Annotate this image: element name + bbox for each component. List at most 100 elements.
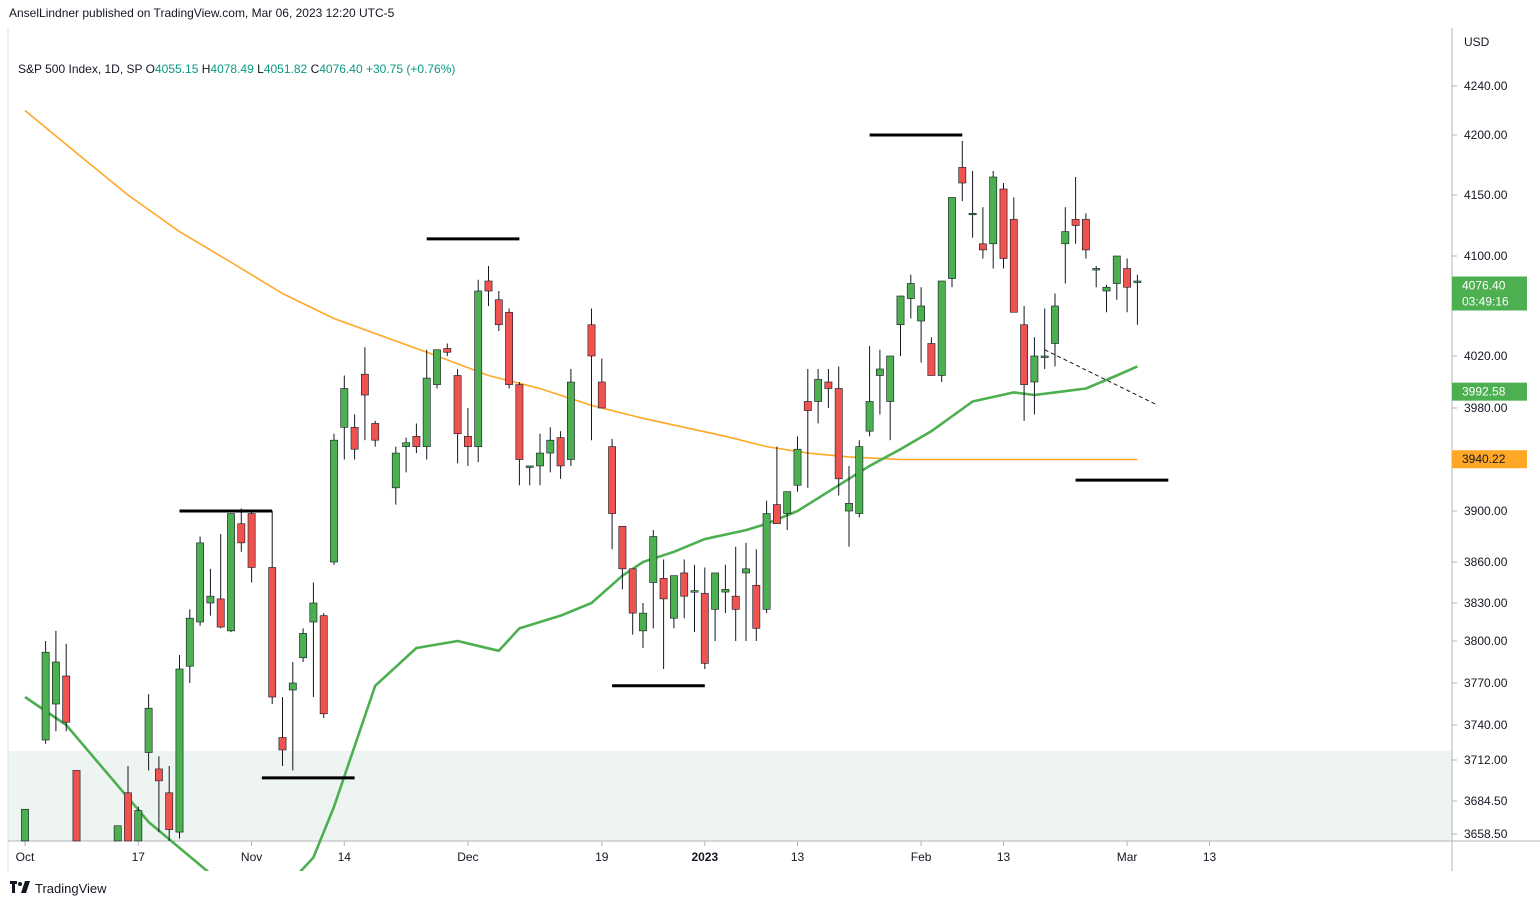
candle-body xyxy=(587,324,596,357)
y-tick-label: 4020.00 xyxy=(1464,349,1508,363)
candle-body xyxy=(412,436,421,447)
brand-name: TradingView xyxy=(35,880,107,896)
candle xyxy=(474,279,483,463)
candle xyxy=(216,533,225,629)
y-tick-label: 3830.00 xyxy=(1464,596,1508,610)
x-tick-label: 13 xyxy=(997,850,1011,864)
price-badge-value: 3940.22 xyxy=(1462,452,1506,466)
candle xyxy=(62,643,71,732)
footer-brand[interactable]: TradingView xyxy=(10,880,107,896)
candle xyxy=(711,572,719,641)
candle-body xyxy=(834,388,843,480)
candle-body xyxy=(1092,268,1101,271)
y-axis-ticks: 4240.00 4200.00 4150.00 4100.00 4020.00 3980.… xyxy=(1452,79,1508,841)
candle-body xyxy=(546,439,555,454)
candle-body xyxy=(494,299,503,326)
candle xyxy=(484,266,493,306)
candle xyxy=(433,349,441,389)
candle-body xyxy=(124,792,132,842)
candle-body xyxy=(855,446,864,514)
x-tick-label: 14 xyxy=(338,850,352,864)
candle-body xyxy=(845,502,853,512)
price-badge-box xyxy=(1452,276,1527,311)
candle xyxy=(865,346,874,437)
candle-body xyxy=(299,633,307,659)
candle xyxy=(124,765,132,842)
price-badge: 3940.22 xyxy=(1452,450,1527,469)
close-value: 4076.40 xyxy=(319,62,363,76)
candle-body xyxy=(206,595,215,604)
candle xyxy=(41,641,50,744)
candle-body xyxy=(288,682,297,691)
y-tick-label: 4100.00 xyxy=(1464,249,1508,263)
candle xyxy=(1102,284,1111,313)
candle xyxy=(515,382,524,486)
candle xyxy=(1123,258,1131,313)
candle-body xyxy=(319,615,328,715)
candle xyxy=(453,369,462,464)
candle-body xyxy=(1051,305,1059,344)
candle-body xyxy=(917,305,925,322)
y-tick-label: 3800.00 xyxy=(1464,634,1508,648)
candle xyxy=(227,513,235,633)
candle-body xyxy=(227,513,235,632)
candle xyxy=(824,369,833,408)
price-badge-countdown: 03:49:16 xyxy=(1462,295,1509,309)
candle-body xyxy=(185,617,194,667)
x-tick-label: 13 xyxy=(1203,850,1217,864)
candle-body xyxy=(742,568,750,574)
candle xyxy=(978,207,987,259)
candle-body xyxy=(536,452,544,467)
y-tick-label: 4200.00 xyxy=(1464,128,1508,142)
publisher-line: AnselLindner published on TradingView.co… xyxy=(9,6,395,20)
candle xyxy=(1133,274,1142,325)
candle xyxy=(402,437,410,473)
candle-body xyxy=(309,602,318,623)
candle xyxy=(783,491,792,531)
candle-body xyxy=(896,295,905,326)
candle-body xyxy=(443,348,452,353)
candle-body xyxy=(41,651,50,741)
candle-body xyxy=(1071,219,1080,226)
candle-body xyxy=(515,384,524,460)
candle xyxy=(556,431,565,479)
y-tick-label: 3684.50 xyxy=(1464,794,1508,808)
chart-area[interactable]: USD 4240.00 4200.00 4150.00 4100.00 4020.00 3… xyxy=(0,28,1540,871)
candle xyxy=(742,542,750,641)
candle-body xyxy=(721,589,730,593)
candle-body xyxy=(196,542,204,623)
candle xyxy=(855,440,864,518)
price-badge-value: 3992.58 xyxy=(1462,385,1506,399)
candle xyxy=(721,564,730,614)
candle-body xyxy=(886,355,895,402)
candle-body xyxy=(505,311,513,385)
candle-body xyxy=(433,349,441,385)
candle xyxy=(618,525,627,590)
candle xyxy=(803,369,812,488)
candle-body xyxy=(906,283,915,299)
candle-body xyxy=(649,536,658,583)
candle-body xyxy=(968,213,977,216)
moving-averages xyxy=(24,109,1138,871)
candle-body xyxy=(165,792,174,830)
candle xyxy=(72,770,81,842)
high-value: 4078.49 xyxy=(210,62,254,76)
candle xyxy=(875,349,884,415)
candle-body xyxy=(474,290,483,447)
candle-body xyxy=(1030,355,1039,383)
candle xyxy=(700,567,709,669)
candle-body xyxy=(247,513,256,568)
candle xyxy=(247,511,256,583)
candle xyxy=(463,408,472,466)
candle-body xyxy=(958,167,967,184)
candle xyxy=(350,414,359,460)
candle xyxy=(1071,177,1080,244)
candle xyxy=(597,358,606,409)
candle-body xyxy=(484,280,493,292)
price-chart[interactable]: USD 4240.00 4200.00 4150.00 4100.00 4020.00 3… xyxy=(0,28,1540,871)
candle-body xyxy=(402,442,410,447)
candle xyxy=(412,423,421,454)
candle-body xyxy=(999,188,1008,259)
candle-body xyxy=(134,810,143,842)
candle-body xyxy=(72,770,81,842)
